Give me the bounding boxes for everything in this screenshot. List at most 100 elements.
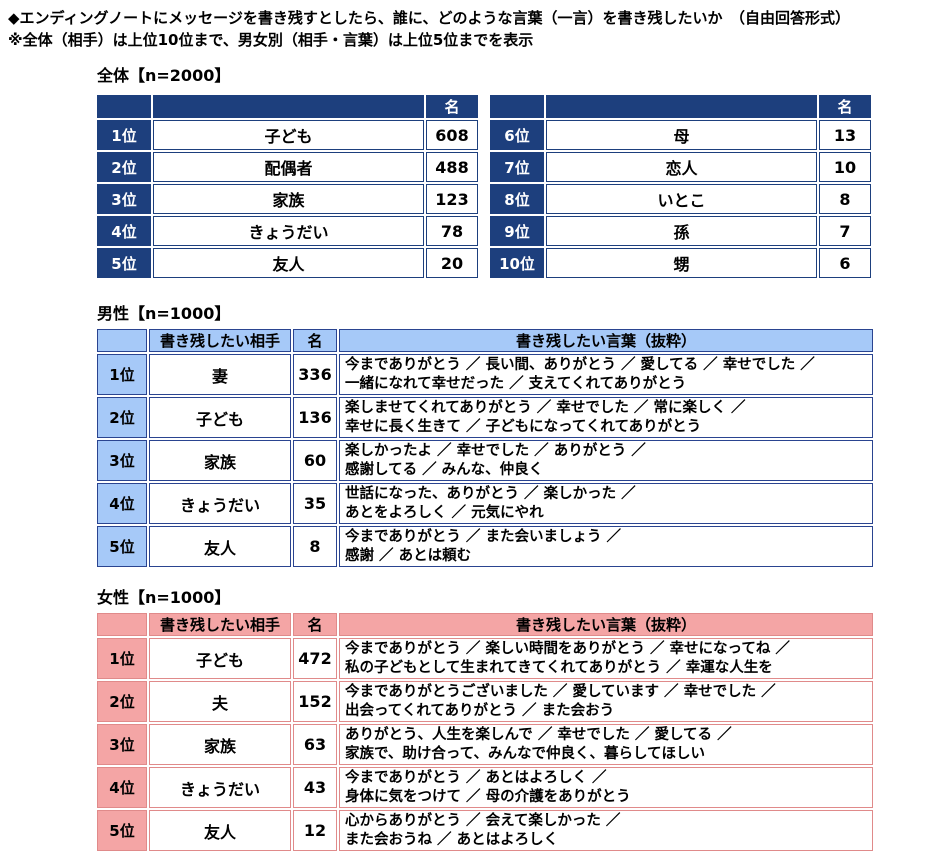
header-count: 名 [426,95,478,118]
rank-cell: 7位 [490,152,544,182]
count-cell: 488 [426,152,478,182]
count-cell: 336 [293,354,337,395]
words-line: 感謝 ／ あとは頼む [345,547,472,564]
table-row: 1位 子ども 472 今までありがとう ／ 楽しい時間をありがとう ／ 幸せにな… [97,638,873,679]
count-cell: 152 [293,681,337,722]
count-cell: 472 [293,638,337,679]
words-line: 今までありがとう ／ 長い間、ありがとう ／ 愛してる ／ 幸せでした ／ [345,356,815,373]
target-cell: 友人 [149,526,291,567]
page-title: ◆エンディングノートにメッセージを書き残すとしたら、誰に、どのような言葉（一言）… [8,9,850,27]
table-row: 4位 きょうだい 35 世話になった、ありがとう ／ 楽しかった ／ あとをよろ… [97,483,873,524]
overall-section-label: 全体【n=2000】 [97,66,231,85]
words-cell: ありがとう、人生を楽しんで ／ 幸せでした ／ 愛してる ／ 家族で、助け合って… [339,724,873,765]
words-cell: 今までありがとうございました ／ 愛しています ／ 幸せでした ／ 出会ってくれ… [339,681,873,722]
count-cell: 608 [426,120,478,150]
header-rank-blank [97,613,147,636]
words-line: あとをよろしく ／ 元気にやれ [345,504,544,521]
rank-cell: 8位 [490,184,544,214]
header-count: 名 [819,95,871,118]
words-cell: 楽しませてくれてありがとう ／ 幸せでした ／ 常に楽しく ／ 幸せに長く生きて… [339,397,873,438]
rank-cell: 2位 [97,152,151,182]
target-cell: 母 [546,120,817,150]
rank-cell: 1位 [97,638,147,679]
header-rank-blank [97,95,151,118]
target-cell: 家族 [149,724,291,765]
target-cell: 恋人 [546,152,817,182]
header-count: 名 [293,329,337,352]
count-cell: 35 [293,483,337,524]
female-table: 書き残したい相手 名 書き残したい言葉（抜粋） 1位 子ども 472 今まであり… [95,611,875,853]
target-cell: きょうだい [153,216,424,246]
rank-cell: 3位 [97,440,147,481]
words-cell: 今までありがとう ／ 楽しい時間をありがとう ／ 幸せになってね ／ 私の子ども… [339,638,873,679]
table-row: 3位 家族 123 [97,184,478,214]
words-line: 今までありがとう ／ 楽しい時間をありがとう ／ 幸せになってね ／ [345,640,790,657]
overall-table-left: 名 1位 子ども 608 2位 配偶者 488 3位 家族 123 4位 きょう… [95,93,480,280]
words-cell: 今までありがとう ／ あとはよろしく ／ 身体に気をつけて ／ 母の介護をありが… [339,767,873,808]
header-target-blank [546,95,817,118]
count-cell: 20 [426,248,478,278]
words-line: 家族で、助け合って、みんなで仲良く、暮らしてほしい [345,745,706,762]
rank-cell: 1位 [97,354,147,395]
words-line: 身体に気をつけて ／ 母の介護をありがとう [345,788,631,805]
target-cell: 甥 [546,248,817,278]
words-line: 世話になった、ありがとう ／ 楽しかった ／ [345,485,636,502]
words-line: ありがとう、人生を楽しんで ／ 幸せでした ／ 愛してる ／ [345,726,732,743]
count-cell: 136 [293,397,337,438]
header-words: 書き残したい言葉（抜粋） [339,613,873,636]
rank-cell: 2位 [97,681,147,722]
rank-cell: 5位 [97,810,147,851]
target-cell: 配偶者 [153,152,424,182]
rank-cell: 4位 [97,767,147,808]
header-rank-blank [97,329,147,352]
words-cell: 今までありがとう ／ また会いましょう ／ 感謝 ／ あとは頼む [339,526,873,567]
words-line: 楽しかったよ ／ 幸せでした ／ ありがとう ／ [345,442,646,459]
rank-cell: 4位 [97,216,151,246]
rank-cell: 5位 [97,526,147,567]
table-row: 9位 孫 7 [490,216,871,246]
header-target: 書き残したい相手 [149,613,291,636]
table-row: 2位 配偶者 488 [97,152,478,182]
count-cell: 60 [293,440,337,481]
header-target-blank [153,95,424,118]
words-line: 出会ってくれてありがとう ／ また会おう [345,702,615,719]
target-cell: 家族 [149,440,291,481]
rank-cell: 1位 [97,120,151,150]
rank-cell: 3位 [97,724,147,765]
header-rank-blank [490,95,544,118]
words-line: 今までありがとう ／ また会いましょう ／ [345,528,621,545]
target-cell: いとこ [546,184,817,214]
rank-cell: 5位 [97,248,151,278]
count-cell: 8 [819,184,871,214]
target-cell: きょうだい [149,767,291,808]
rank-cell: 3位 [97,184,151,214]
words-cell: 今までありがとう ／ 長い間、ありがとう ／ 愛してる ／ 幸せでした ／ 一緒… [339,354,873,395]
overall-table-right: 名 6位 母 13 7位 恋人 10 8位 いとこ 8 9位 孫 7 10位 甥… [488,93,873,280]
count-cell: 7 [819,216,871,246]
table-row: 7位 恋人 10 [490,152,871,182]
count-cell: 43 [293,767,337,808]
table-row: 10位 甥 6 [490,248,871,278]
table-row: 5位 友人 20 [97,248,478,278]
count-cell: 78 [426,216,478,246]
overall-tables: 名 1位 子ども 608 2位 配偶者 488 3位 家族 123 4位 きょう… [95,93,873,280]
male-table: 書き残したい相手 名 書き残したい言葉（抜粋） 1位 妻 336 今までありがと… [95,327,875,569]
words-cell: 世話になった、ありがとう ／ 楽しかった ／ あとをよろしく ／ 元気にやれ [339,483,873,524]
target-cell: 友人 [149,810,291,851]
rank-cell: 9位 [490,216,544,246]
header-count: 名 [293,613,337,636]
table-row: 3位 家族 60 楽しかったよ ／ 幸せでした ／ ありがとう ／ 感謝してる … [97,440,873,481]
target-cell: 妻 [149,354,291,395]
male-section-label: 男性【n=1000】 [97,304,231,323]
words-line: 幸せに長く生きて ／ 子どもになってくれてありがとう [345,418,702,435]
target-cell: 家族 [153,184,424,214]
words-line: また会おうね ／ あとはよろしく [345,831,559,848]
target-cell: 子ども [149,397,291,438]
target-cell: 子ども [153,120,424,150]
header-row: 書き残したい相手 名 書き残したい言葉（抜粋） [97,329,873,352]
words-line: 今までありがとう ／ あとはよろしく ／ [345,769,607,786]
words-cell: 楽しかったよ ／ 幸せでした ／ ありがとう ／ 感謝してる ／ みんな、仲良く [339,440,873,481]
table-row: 3位 家族 63 ありがとう、人生を楽しんで ／ 幸せでした ／ 愛してる ／ … [97,724,873,765]
header-row: 名 [97,95,478,118]
rank-cell: 10位 [490,248,544,278]
